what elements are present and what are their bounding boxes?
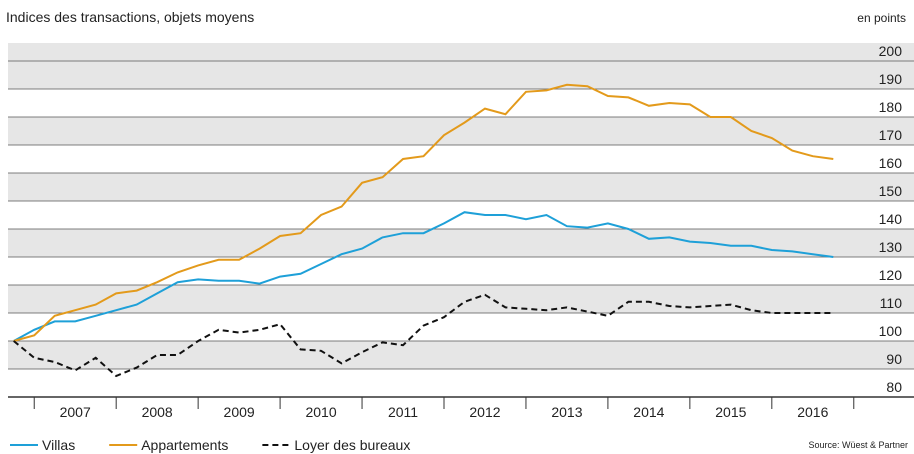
x-tick-label: 2011 bbox=[388, 404, 418, 420]
grid-band bbox=[8, 341, 914, 369]
series-line bbox=[13, 211, 834, 342]
x-tick-label: 2012 bbox=[469, 404, 500, 420]
series-line bbox=[13, 83, 834, 342]
y-tick-label: 100 bbox=[879, 323, 903, 339]
grid-band bbox=[8, 117, 914, 145]
y-axis-unit: en points bbox=[857, 11, 906, 25]
y-tick-label: 180 bbox=[879, 99, 903, 115]
y-tick-label: 170 bbox=[879, 127, 903, 143]
y-tick-label: 190 bbox=[879, 71, 903, 87]
y-tick-label: 130 bbox=[879, 239, 903, 255]
top-band bbox=[8, 43, 914, 61]
x-tick-label: 2010 bbox=[305, 404, 336, 420]
x-tick-label: 2013 bbox=[551, 404, 582, 420]
source: Source: Wüest & Partner bbox=[808, 440, 908, 450]
legend-label: Villas bbox=[42, 437, 75, 453]
y-tick-label: 110 bbox=[880, 295, 903, 311]
series-line bbox=[13, 293, 834, 378]
chart-title: Indices des transactions, objets moyens bbox=[6, 9, 254, 25]
x-tick-label: 2016 bbox=[797, 404, 828, 420]
grid-band bbox=[8, 173, 914, 201]
legend-label: Appartements bbox=[141, 437, 228, 453]
x-tick-label: 2008 bbox=[142, 404, 173, 420]
y-tick-label: 90 bbox=[886, 351, 902, 367]
x-tick-label: 2007 bbox=[60, 404, 91, 420]
x-tick-label: 2014 bbox=[633, 404, 664, 420]
grid-band bbox=[8, 61, 914, 89]
y-tick-label: 120 bbox=[879, 267, 903, 283]
y-tick-label: 80 bbox=[886, 379, 902, 395]
y-tick-label: 150 bbox=[879, 183, 903, 199]
grid-band bbox=[8, 229, 914, 257]
y-tick-label: 160 bbox=[879, 155, 903, 171]
y-tick-label: 140 bbox=[879, 211, 903, 227]
x-tick-label: 2009 bbox=[224, 404, 255, 420]
grid-band bbox=[8, 285, 914, 313]
x-tick-label: 2015 bbox=[715, 404, 746, 420]
y-tick-label: 200 bbox=[879, 43, 903, 59]
legend-label: Loyer des bureaux bbox=[294, 437, 410, 453]
